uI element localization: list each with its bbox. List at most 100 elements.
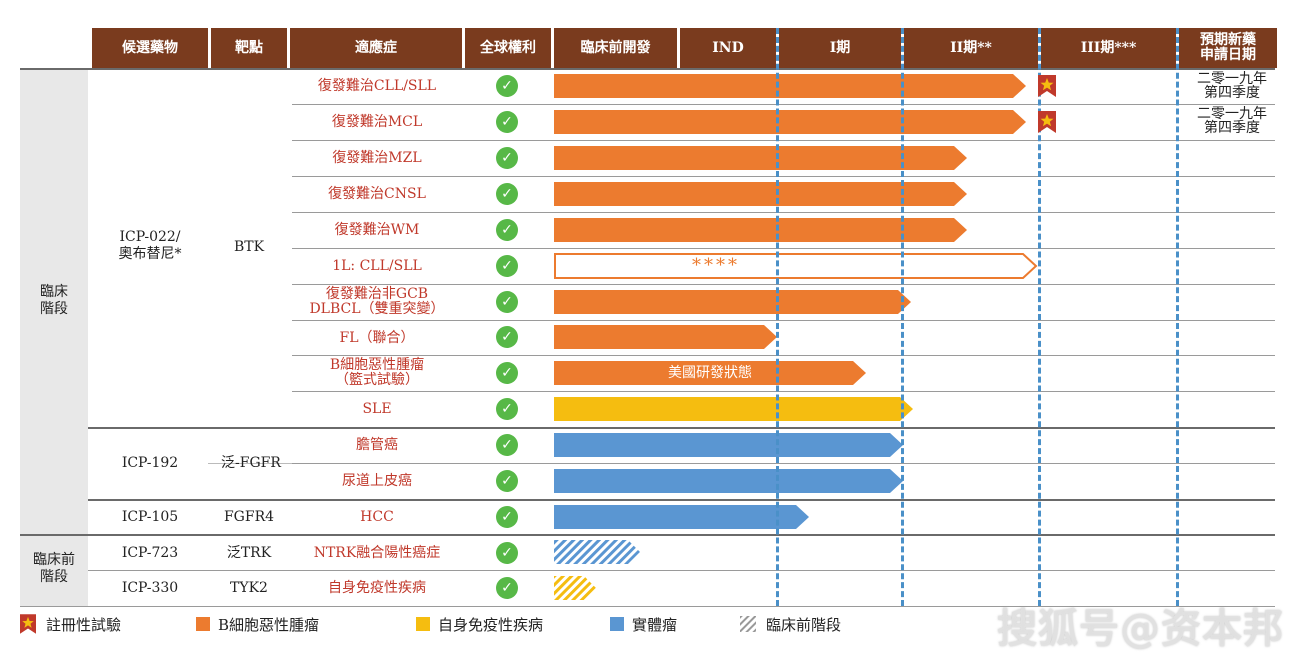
row-separator	[292, 463, 1275, 464]
drug-icp330: ICP-330	[121, 579, 179, 596]
row-separator	[292, 140, 1275, 141]
legend-swatch-blue	[610, 617, 624, 631]
target-tyk2: TYK2	[230, 579, 268, 596]
header-phase2: II期**	[904, 28, 1038, 68]
nda-date-line2: 第四季度	[1204, 85, 1260, 101]
legend-swatch-yellow	[416, 617, 430, 631]
target-pan-trk: 泛TRK	[226, 544, 272, 561]
header-phase3: III期***	[1041, 28, 1176, 68]
bar-b-cell-basket	[554, 361, 866, 385]
indication-hcc: HCC	[360, 508, 394, 525]
check-circle-icon: ✓	[496, 362, 518, 384]
indication-rr-mcl: 復發難治MCL	[331, 113, 423, 130]
legend-b-cell-label: B細胞惡性腫瘤	[218, 615, 320, 634]
legend-registrational-label: 註冊性試驗	[46, 615, 122, 634]
bar-rr-mcl	[554, 110, 1026, 134]
block-separator	[88, 427, 1275, 429]
indication-rr-cll-sll: 復發難治CLL/SLL	[317, 77, 437, 94]
check-circle-icon: ✓	[496, 111, 518, 133]
row-separator	[292, 355, 1275, 356]
phase-divider-phase3-nda	[1176, 28, 1179, 606]
legend-swatch-orange	[196, 617, 210, 631]
indication-rr-dlbcl-line2: DLBCL（雙重突變）	[309, 301, 445, 317]
header-nda-line1: 預期新藥	[1200, 32, 1256, 48]
bar-rr-wm	[554, 218, 967, 242]
indication-b-cell-line2: （籃式試驗）	[335, 372, 419, 388]
header-phase1: I期	[779, 28, 901, 68]
legend-autoimmune-label: 自身免疫性疾病	[438, 615, 544, 634]
indication-urothelial: 尿道上皮癌	[342, 472, 412, 489]
legend-registrational: 註冊性試驗	[20, 612, 121, 636]
watermark: 搜狐号@资本邦	[997, 606, 1284, 652]
stage-preclinical-line2: 階段	[40, 569, 68, 585]
header-candidate: 候選藥物	[92, 28, 208, 68]
check-circle-icon: ✓	[496, 506, 518, 528]
check-circle-icon: ✓	[496, 147, 518, 169]
star-ribbon-icon	[1038, 75, 1056, 97]
bar-sle	[554, 397, 913, 421]
legend-b-cell: B細胞惡性腫瘤	[196, 612, 319, 636]
nda-date-line2: 第四季度	[1204, 120, 1260, 136]
stage-clinical-line1: 臨床	[40, 284, 68, 300]
row-separator-bottom	[20, 606, 1275, 607]
check-circle-icon: ✓	[496, 577, 518, 599]
stage-separator	[20, 534, 1275, 536]
drug-icp022-line2: 奧布替尼*	[118, 246, 182, 262]
bar-fl	[554, 325, 777, 349]
indication-autoimmune: 自身免疫性疾病	[328, 579, 426, 596]
header-nda-date: 預期新藥 申請日期	[1179, 28, 1277, 68]
legend-preclinical: 臨床前階段	[740, 612, 841, 636]
indication-ntrk: NTRK融合陽性癌症	[313, 544, 441, 561]
phase-divider-phase2-phase3	[1038, 28, 1041, 606]
stage-label-clinical: 臨床 階段	[20, 284, 88, 318]
bar-autoimmune-preclinical	[554, 576, 596, 600]
star-ribbon-icon	[20, 614, 36, 634]
bar-label-us-status: 美國研發狀態	[668, 365, 752, 381]
header-indication: 適應症	[290, 28, 462, 68]
indication-fl: FL（聯合）	[339, 329, 415, 346]
row-separator	[292, 176, 1275, 177]
indication-cholangiocarcinoma: 膽管癌	[356, 436, 398, 453]
drug-icp723: ICP-723	[121, 544, 179, 561]
header-preclinical: 臨床前開發	[554, 28, 677, 68]
bar-1l-cll-sll	[554, 253, 1038, 279]
indication-1l-cll-sll: 1L: CLL/SLL	[332, 257, 422, 274]
row-separator	[292, 248, 1275, 249]
indication-rr-dlbcl-line1: 復發難治非GCB	[325, 286, 429, 302]
header-ind: IND	[680, 28, 776, 68]
nda-date-line1: 二零一九年	[1197, 106, 1267, 122]
target-pan-fgfr: 泛-FGFR	[221, 454, 281, 471]
target-connector	[208, 463, 292, 464]
bar-urothelial	[554, 469, 903, 493]
check-circle-icon: ✓	[496, 470, 518, 492]
check-circle-icon: ✓	[496, 219, 518, 241]
bar-rr-cll-sll	[554, 74, 1026, 98]
stage-clinical-line2: 階段	[40, 301, 68, 317]
legend-autoimmune: 自身免疫性疾病	[416, 612, 543, 636]
row-separator	[292, 320, 1275, 321]
legend-solid-tumor-label: 實體瘤	[632, 615, 678, 634]
check-circle-icon: ✓	[496, 183, 518, 205]
bar-label-1l-cll-sll: ****	[692, 255, 740, 276]
indication-rr-wm: 復發難治WM	[334, 221, 420, 238]
header-rights: 全球權利	[465, 28, 551, 68]
bar-ntrk	[554, 540, 640, 564]
bar-rr-dlbcl	[554, 290, 911, 314]
star-ribbon-icon	[1038, 111, 1056, 133]
check-circle-icon: ✓	[496, 542, 518, 564]
stage-preclinical-line1: 臨床前	[33, 552, 75, 568]
preclinical-stage-cell	[20, 536, 88, 606]
header-target: 靶點	[211, 28, 287, 68]
check-circle-icon: ✓	[496, 255, 518, 277]
legend-preclinical-label: 臨床前階段	[766, 615, 842, 634]
indication-b-cell-line1: B細胞惡性腫瘤	[329, 357, 425, 373]
row-separator	[292, 212, 1275, 213]
bar-rr-mzl	[554, 146, 967, 170]
stage-label-preclinical: 臨床前 階段	[20, 552, 88, 586]
check-circle-icon: ✓	[496, 75, 518, 97]
drug-icp105: ICP-105	[121, 508, 179, 525]
legend-swatch-hatch	[740, 616, 756, 632]
row-separator	[292, 284, 1275, 285]
drug-icp022: ICP-022/ 奧布替尼*	[92, 226, 208, 266]
